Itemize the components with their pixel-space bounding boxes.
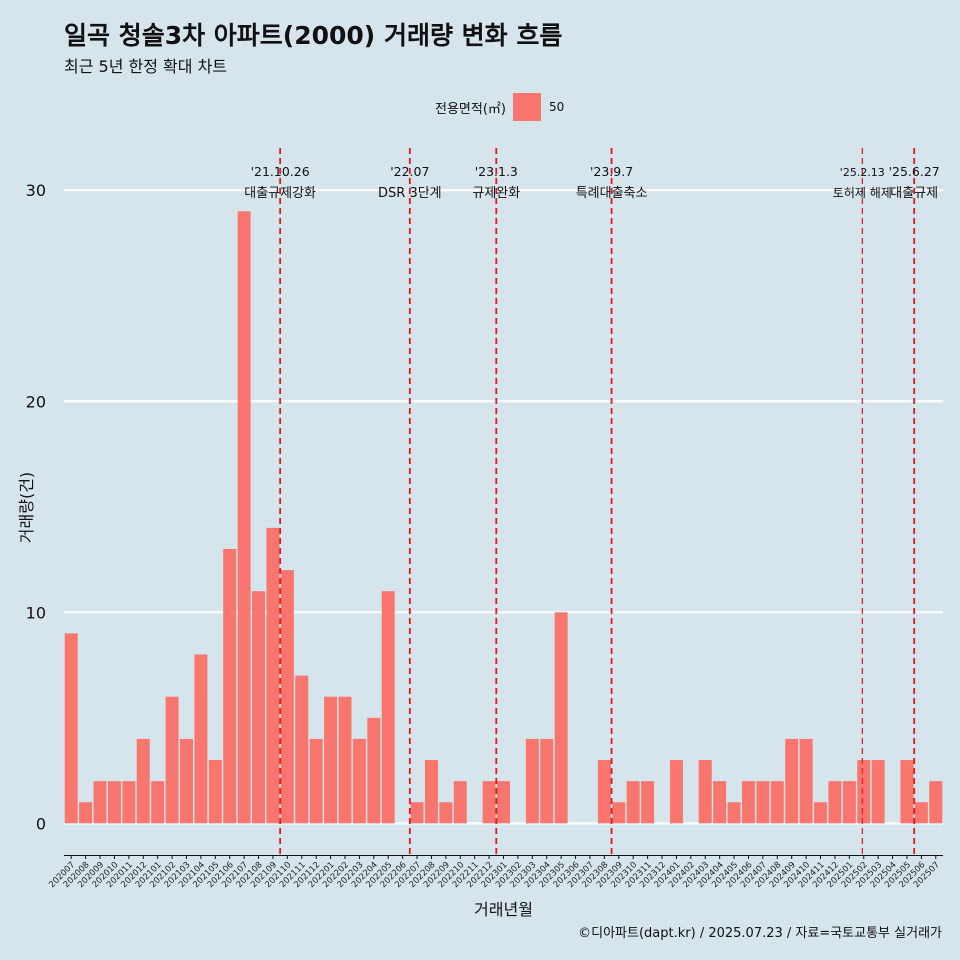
bar-202106 (223, 548, 237, 824)
bar-202009 (93, 781, 107, 824)
bar-202210 (453, 781, 467, 824)
event-date-4: '23.9.7 (590, 164, 633, 179)
bar-202105 (208, 760, 222, 824)
bar-202409 (785, 738, 799, 824)
bar-202102 (165, 696, 179, 824)
event-date-2: '22.07 (390, 164, 429, 179)
y-tick-label: 20 (26, 392, 46, 411)
bar-202108 (252, 591, 266, 824)
bar-202208 (424, 760, 438, 824)
bar-202010 (107, 781, 121, 824)
event-label-5: 토허제 해제 (833, 186, 892, 200)
bar-202502 (857, 760, 871, 824)
bar-202412 (828, 781, 842, 824)
y-tick-label: 0 (36, 814, 46, 833)
chart-title: 일곡 청솔3차 아파트(2000) 거래량 변화 흐름 (64, 21, 563, 50)
bar-202103 (179, 738, 193, 824)
bar-202203 (352, 738, 366, 824)
bar-202109 (266, 527, 280, 824)
bar-202507 (929, 781, 943, 824)
bar-202202 (338, 696, 352, 824)
bar-202311 (641, 781, 655, 824)
legend-key-swatch (512, 93, 541, 121)
event-label-3: 규제완화 (472, 186, 520, 201)
bar-202501 (842, 781, 856, 824)
event-label-2: DSR 3단계 (378, 186, 442, 201)
bar-202007 (64, 633, 78, 824)
event-markers: '21.10.26 대출규제강화 '22.07 DSR 3단계 '23.1.3 규제완화 '… (244, 148, 940, 855)
bar-202407 (756, 781, 770, 824)
y-axis-title: 거래량(건) (17, 472, 36, 543)
bar-202212 (482, 781, 496, 824)
bar-202404 (713, 781, 727, 824)
bar-202008 (79, 802, 93, 824)
event-date-3: '23.1.3 (475, 164, 518, 179)
event-label-6: 대출규제 (890, 186, 938, 201)
bar-202310 (626, 781, 640, 824)
x-axis-title: 거래년월 (474, 900, 533, 919)
bar-202110 (280, 570, 294, 824)
bar-202104 (194, 654, 208, 824)
y-tick-label: 30 (26, 181, 46, 200)
legend-title: 전용면적(㎡) (435, 101, 506, 117)
bar-202207 (410, 802, 424, 824)
event-date-1: '21.10.26 (251, 164, 310, 179)
source-credit: ©디아파트(dapt.kr) / 2025.07.23 / 자료=국토교통부 실… (578, 926, 942, 941)
bar-202301 (497, 781, 510, 824)
bar-202012 (136, 738, 150, 824)
bar-202204 (367, 717, 381, 824)
bar-202403 (698, 760, 712, 824)
bar-202506 (914, 802, 928, 824)
bar-202406 (741, 781, 755, 824)
bar-202305 (554, 612, 568, 824)
legend: 전용면적(㎡) 50 (435, 93, 564, 121)
bar-202201 (324, 696, 338, 824)
bar-202408 (770, 781, 784, 824)
bar-202107 (237, 211, 251, 824)
event-label-1: 대출규제강화 (244, 186, 316, 201)
bar-202505 (900, 760, 914, 824)
bar-202401 (669, 760, 683, 824)
bar-202410 (799, 738, 813, 824)
chart-subtitle: 최근 5년 한정 확대 차트 (64, 57, 228, 76)
y-tick-label: 10 (26, 603, 46, 622)
event-date-6: '25.6.27 (889, 164, 940, 179)
bar-202405 (727, 802, 741, 824)
legend-label: 50 (548, 100, 565, 114)
bar-202503 (871, 760, 885, 824)
bar-202205 (381, 591, 395, 824)
event-date-5: '25.2.13 (840, 166, 885, 179)
bar-202011 (122, 781, 136, 824)
bar-202101 (151, 781, 165, 824)
bar-202209 (439, 802, 453, 824)
bar-202411 (814, 802, 828, 824)
bar-202112 (309, 738, 323, 824)
bar-202308 (597, 760, 611, 824)
bar-202303 (525, 738, 539, 824)
bar-202304 (540, 738, 554, 824)
bar-202309 (612, 802, 626, 824)
bars (64, 211, 943, 824)
bar-202111 (295, 675, 309, 824)
event-label-4: 특례대출축소 (576, 186, 648, 201)
